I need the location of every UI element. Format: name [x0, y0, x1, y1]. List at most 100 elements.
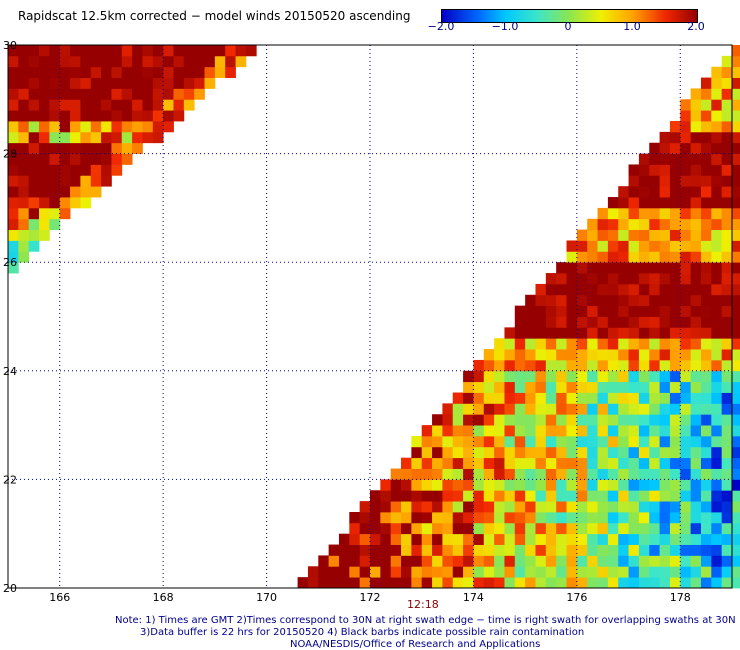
swath-cell: [680, 131, 692, 144]
swath-cell: [504, 425, 516, 437]
swath-cell: [607, 435, 619, 448]
swath-cell: [711, 283, 723, 296]
swath-cell: [380, 501, 392, 513]
swath-cell: [545, 338, 557, 350]
swath-cell: [556, 577, 567, 589]
swath-cell: [535, 305, 547, 317]
swath-cell: [597, 349, 609, 361]
swath-cell: [711, 153, 723, 165]
swath-cell: [721, 327, 733, 339]
swath-cell: [607, 327, 619, 339]
swath-cell: [463, 511, 474, 524]
swath-cell: [535, 566, 547, 578]
swath-cell: [607, 262, 619, 274]
swath-cell: [504, 381, 516, 393]
swath-cell: [732, 197, 740, 209]
swath-cell: [659, 533, 671, 545]
swath-cell: [18, 164, 30, 176]
swath-cell: [638, 175, 650, 187]
swath-cell: [711, 435, 723, 448]
swath-cell: [680, 370, 692, 383]
swath-cell: [576, 338, 588, 350]
swath-cell: [732, 294, 740, 307]
swath-cell: [638, 511, 650, 524]
swath-cell: [514, 370, 526, 383]
swath-cell: [411, 566, 423, 578]
swath-cell: [390, 533, 402, 545]
swath-cell: [80, 77, 92, 89]
swath-cell: [711, 121, 723, 133]
swath-cell: [483, 457, 495, 469]
swath-cell: [380, 511, 392, 524]
swath-cell: [204, 66, 216, 78]
swath-cell: [659, 511, 671, 524]
swath-cell: [732, 251, 740, 263]
swath-cell: [711, 522, 723, 535]
swath-cell: [473, 544, 485, 556]
swath-cell: [732, 218, 740, 231]
swath-cell: [442, 435, 454, 448]
swath-cell: [700, 338, 712, 350]
swath-cell: [566, 262, 578, 274]
swath-cell: [359, 544, 371, 556]
swath-cell: [28, 186, 40, 198]
swath-cell: [101, 77, 112, 89]
swath-cell: [463, 555, 474, 567]
swath-cell: [732, 262, 740, 274]
swath-cell: [711, 577, 723, 589]
swath-cell: [669, 197, 681, 209]
swath-cell: [514, 338, 526, 350]
latitude-tick-labels: 30 28 26 24 22 20: [3, 39, 17, 595]
swath-cell: [607, 555, 619, 567]
swath-cell: [401, 457, 412, 469]
swath-cell: [669, 468, 681, 480]
swath-cell: [173, 99, 185, 111]
swath-cell: [680, 153, 692, 165]
swath-cell: [121, 77, 133, 89]
swath-cell: [700, 435, 712, 448]
swath-cell: [411, 555, 423, 567]
swath-cell: [566, 577, 578, 589]
swath-cell: [721, 349, 733, 361]
swath-cell: [597, 251, 609, 263]
swath-cell: [638, 403, 650, 415]
swath-cell: [411, 490, 423, 502]
swath-cell: [28, 45, 40, 57]
swath-cell: [204, 77, 216, 89]
swath-cell: [359, 555, 371, 567]
swath-cell: [700, 294, 712, 307]
swath-cell: [111, 99, 123, 111]
swath-cell: [659, 522, 671, 535]
swath-cell: [483, 566, 495, 578]
swath-cell: [463, 544, 474, 556]
swath-cell: [380, 544, 392, 556]
swath-cell: [721, 479, 733, 491]
swath-cell: [690, 110, 702, 122]
swath-cell: [18, 153, 30, 165]
swath-cell: [494, 544, 505, 556]
swath-cell: [473, 479, 485, 491]
swath-cell: [690, 490, 702, 502]
swath-cell: [618, 446, 629, 459]
swath-cell: [90, 142, 102, 154]
longitude-tick-label: 174: [463, 591, 484, 604]
swath-cell: [587, 327, 598, 339]
swath-cell: [680, 327, 692, 339]
swath-cell: [680, 359, 692, 372]
swath-cell: [473, 359, 485, 372]
swath-cell: [328, 577, 340, 589]
swath-cell: [638, 522, 650, 535]
swath-cell: [111, 142, 123, 154]
swath-cell: [39, 110, 50, 122]
swath-cell: [132, 142, 143, 154]
swath-cell: [152, 55, 164, 68]
swath-cell: [111, 121, 123, 133]
swath-cell: [545, 294, 557, 307]
swath-cell: [535, 555, 547, 567]
swath-cell: [659, 186, 671, 198]
swath-cell: [690, 197, 702, 209]
swath-cell: [390, 566, 402, 578]
swath-cell: [576, 262, 588, 274]
swath-cell: [90, 121, 102, 133]
